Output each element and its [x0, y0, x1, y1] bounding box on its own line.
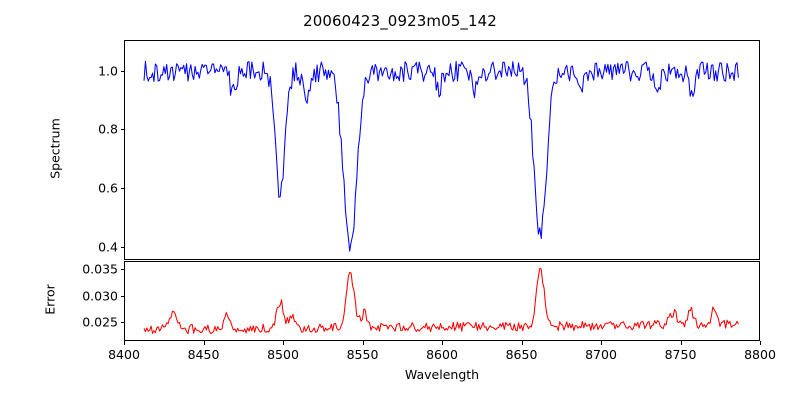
- spectrum-axis-label: Spectrum: [47, 118, 63, 179]
- x-tick-label: 8650: [505, 347, 538, 362]
- x-tick-label: 8550: [346, 347, 379, 362]
- spectrum-line-series: [125, 41, 759, 259]
- error-plot-area: [124, 261, 760, 341]
- error-axis-label: Error: [42, 284, 58, 315]
- y-tick-mark: [120, 246, 124, 248]
- y-tick-label: 1.0: [98, 63, 118, 79]
- x-tick-mark: [760, 341, 761, 345]
- x-tick-label: 8400: [108, 347, 140, 362]
- y-tick-label: 0.035: [82, 261, 118, 277]
- page-title: 20060423_0923m05_142: [303, 12, 497, 30]
- y-tick-label: 0.030: [82, 288, 118, 304]
- y-tick-mark: [120, 322, 124, 324]
- x-tick-mark: [362, 341, 364, 345]
- x-tick-mark: [521, 341, 523, 345]
- error-trace: [144, 268, 738, 333]
- x-tick-label: 8700: [585, 347, 617, 362]
- spectrum-plot-area: [124, 40, 760, 260]
- y-tick-mark: [120, 188, 124, 190]
- y-tick-mark: [120, 269, 124, 270]
- x-tick-mark: [442, 341, 443, 345]
- x-tick-mark: [680, 341, 682, 345]
- x-tick-mark: [601, 341, 602, 345]
- y-tick-label: 0.4: [98, 239, 118, 255]
- x-tick-label: 8450: [187, 347, 220, 362]
- y-tick-mark: [120, 295, 124, 297]
- x-tick-label: 8600: [426, 347, 458, 362]
- y-tick-mark: [120, 70, 124, 72]
- x-tick-label: 8750: [664, 347, 697, 362]
- x-tick-label: 8500: [267, 347, 299, 362]
- x-tick-mark: [124, 341, 125, 345]
- y-tick-label: 0.025: [82, 314, 118, 330]
- y-tick-label: 0.6: [98, 180, 118, 196]
- y-tick-label: 0.8: [98, 121, 118, 137]
- error-line-series: [125, 262, 759, 340]
- x-tick-label: 8800: [744, 347, 776, 362]
- x-tick-mark: [203, 341, 205, 345]
- x-tick-mark: [283, 341, 284, 345]
- spectrum-trace: [144, 61, 738, 251]
- y-tick-mark: [120, 129, 124, 131]
- wavelength-axis-label: Wavelength: [404, 367, 480, 382]
